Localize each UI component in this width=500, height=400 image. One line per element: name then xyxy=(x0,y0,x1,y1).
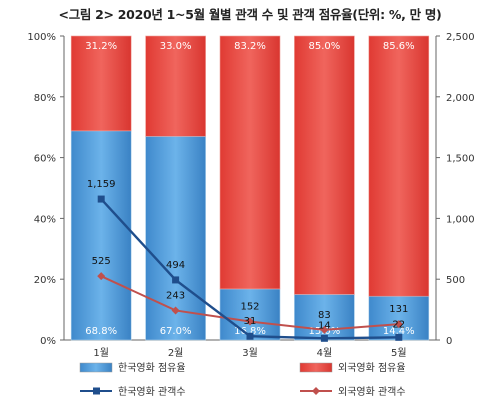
data-label-foreign-share: 85.0% xyxy=(309,41,341,52)
bar-korean-share xyxy=(368,295,430,341)
bar-foreign-share xyxy=(368,35,430,297)
x-tick-label: 4월 xyxy=(317,347,333,359)
y-left-tick-label: 80% xyxy=(34,93,56,104)
data-label-korean-audience: 14 xyxy=(318,320,331,331)
x-tick-label: 3월 xyxy=(242,347,258,359)
data-label-foreign-share: 33.0% xyxy=(160,41,192,52)
point-foreign-audience xyxy=(171,306,180,315)
legend-label: 한국영화 점유율 xyxy=(118,362,186,374)
data-label-foreign-audience: 131 xyxy=(389,304,408,315)
data-label-korean-audience: 494 xyxy=(166,260,185,271)
point-korean-audience xyxy=(320,334,328,342)
data-label-foreign-audience: 152 xyxy=(240,302,259,313)
y-left-tick-label: 20% xyxy=(34,275,56,286)
y-left-tick-label: 60% xyxy=(34,154,56,165)
bar-foreign-share xyxy=(219,35,281,290)
legend-marker xyxy=(312,387,320,395)
bar-foreign-share xyxy=(145,35,206,137)
y-left-tick-label: 40% xyxy=(34,214,56,225)
data-label-foreign-audience: 525 xyxy=(92,256,111,267)
legend-label: 한국영화 관객수 xyxy=(118,386,186,398)
data-label-foreign-audience: 243 xyxy=(166,290,185,301)
data-label-korean-share: 16.8% xyxy=(234,326,266,337)
data-label-korean-share: 68.8% xyxy=(85,326,117,337)
y-right-tick-label: 2,000 xyxy=(446,93,475,104)
data-label-korean-share: 14.4% xyxy=(383,326,415,337)
data-label-foreign-share: 85.6% xyxy=(383,41,415,52)
bar-foreign-share xyxy=(294,35,355,295)
legend-swatch xyxy=(79,362,113,373)
point-korean-audience xyxy=(97,195,105,203)
y-left-tick-label: 0% xyxy=(40,336,56,347)
bar-korean-share xyxy=(145,136,206,341)
y-right-tick-label: 1,000 xyxy=(446,214,475,225)
x-tick-label: 1월 xyxy=(93,347,109,359)
point-foreign-audience xyxy=(394,320,403,329)
data-label-korean-share: 67.0% xyxy=(160,326,192,337)
y-right-tick-label: 0 xyxy=(446,336,452,347)
legend-label: 외국영화 점유율 xyxy=(338,362,406,374)
legend-swatch xyxy=(299,362,333,373)
bar-foreign-share xyxy=(70,35,132,132)
point-korean-audience xyxy=(395,333,403,341)
point-korean-audience xyxy=(172,276,180,284)
data-label-foreign-audience: 83 xyxy=(318,310,331,321)
data-label-foreign-share: 83.2% xyxy=(234,41,266,52)
legend-label: 외국영화 관객수 xyxy=(338,386,406,398)
data-label-korean-audience: 31 xyxy=(244,316,257,327)
point-foreign-audience xyxy=(97,272,106,281)
data-label-korean-audience: 22 xyxy=(392,319,405,330)
bar-korean-share xyxy=(70,130,132,341)
y-right-tick-label: 1,500 xyxy=(446,154,475,165)
y-right-tick-label: 2,500 xyxy=(446,32,475,43)
chart-title: <그림 2> 2020년 1~5월 월별 관객 수 및 관객 점유율(단위: %… xyxy=(58,7,442,22)
point-foreign-audience xyxy=(246,317,254,326)
point-foreign-audience xyxy=(320,325,329,334)
data-label-foreign-share: 31.2% xyxy=(85,41,117,52)
y-right-tick-label: 500 xyxy=(446,275,465,286)
x-tick-label: 5월 xyxy=(391,347,407,359)
data-label-korean-audience: 1,159 xyxy=(87,179,116,190)
y-left-tick-label: 100% xyxy=(27,32,56,43)
legend-marker xyxy=(93,387,100,395)
x-tick-label: 2월 xyxy=(168,347,184,359)
point-korean-audience xyxy=(246,332,254,340)
